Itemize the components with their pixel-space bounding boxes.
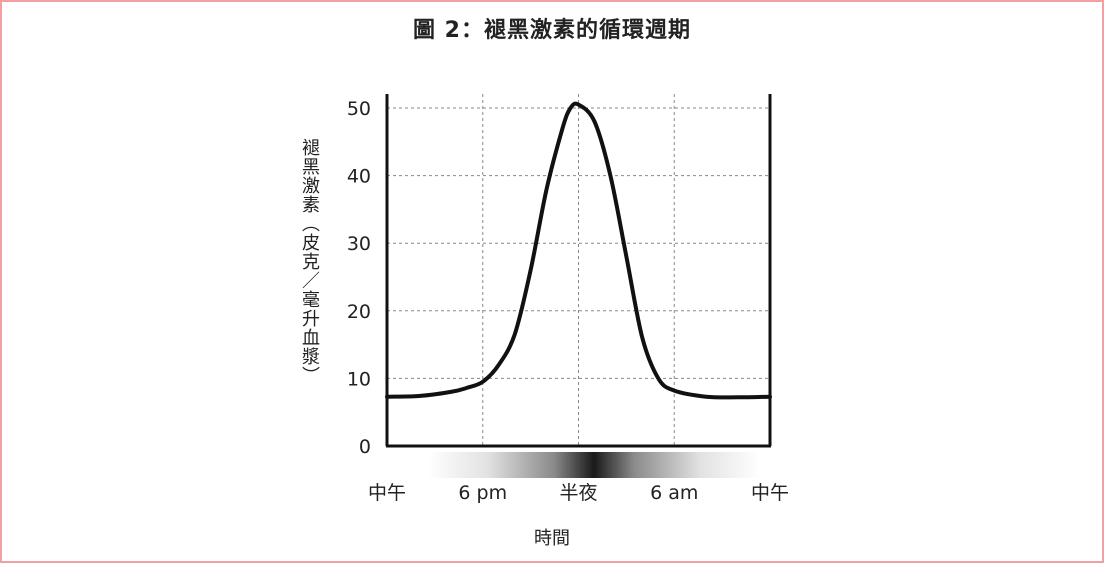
x-category-label: 中午 bbox=[751, 482, 789, 504]
y-tick-label: 30 bbox=[347, 233, 371, 255]
y-tick-label: 20 bbox=[347, 301, 371, 323]
melatonin-curve bbox=[385, 101, 772, 400]
x-category-label: 半夜 bbox=[559, 482, 597, 504]
chart-title: 圖 2：褪黑激素的循環週期 bbox=[413, 18, 691, 43]
x-axis-label: 時間 bbox=[534, 528, 570, 549]
night-gradient-bar bbox=[428, 452, 760, 478]
y-tick-label: 40 bbox=[347, 166, 371, 188]
y-tick-label: 50 bbox=[347, 98, 371, 120]
y-axis-label: 褪黑激素（皮克／毫升血漿） bbox=[299, 138, 320, 385]
x-category-label: 6 pm bbox=[458, 482, 507, 504]
y-tick-label: 10 bbox=[347, 368, 371, 390]
x-category-label: 中午 bbox=[368, 482, 406, 504]
x-category-label: 6 am bbox=[650, 482, 698, 504]
y-tick-label: 0 bbox=[359, 436, 371, 458]
